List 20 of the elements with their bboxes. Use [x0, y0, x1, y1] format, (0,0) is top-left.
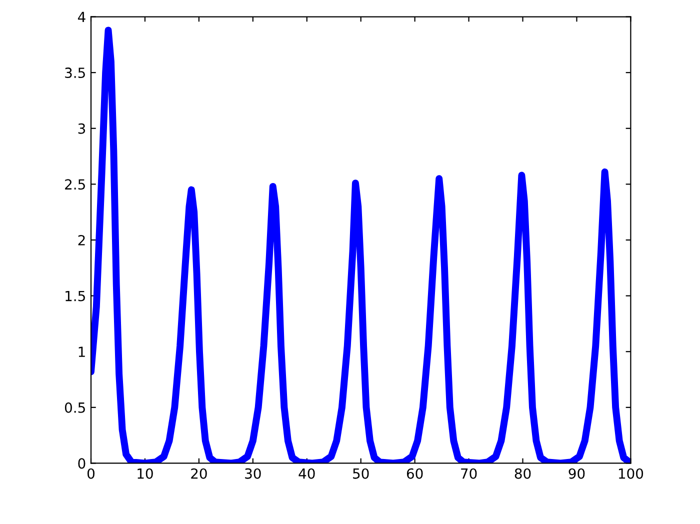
- x-tick-label: 100: [618, 468, 644, 479]
- y-tick-label: 1: [78, 346, 85, 357]
- x-tick-label: 20: [191, 468, 207, 479]
- x-tick-label: 50: [353, 468, 369, 479]
- y-tick-label: 0: [78, 458, 86, 469]
- x-tick-label: 40: [298, 468, 315, 479]
- y-tick-label: 3.5: [65, 68, 85, 78]
- y-tick-label: 3: [78, 123, 86, 134]
- y-tick-label: 0.5: [64, 402, 85, 413]
- y-tick-label: 1.5: [66, 290, 85, 302]
- x-tick-label: 0: [87, 468, 94, 479]
- x-tick-label: 70: [461, 468, 477, 479]
- x-tick-label: 60: [406, 468, 423, 479]
- y-tick-label: 2: [78, 234, 85, 246]
- x-tick-label: 80: [514, 468, 531, 479]
- x-tick-label: 10: [138, 468, 153, 479]
- y-tick-label: 4: [78, 12, 86, 22]
- x-tick-label: 30: [245, 468, 261, 479]
- x-tick-label: 90: [568, 468, 585, 479]
- y-tick-label: 2.5: [65, 179, 85, 190]
